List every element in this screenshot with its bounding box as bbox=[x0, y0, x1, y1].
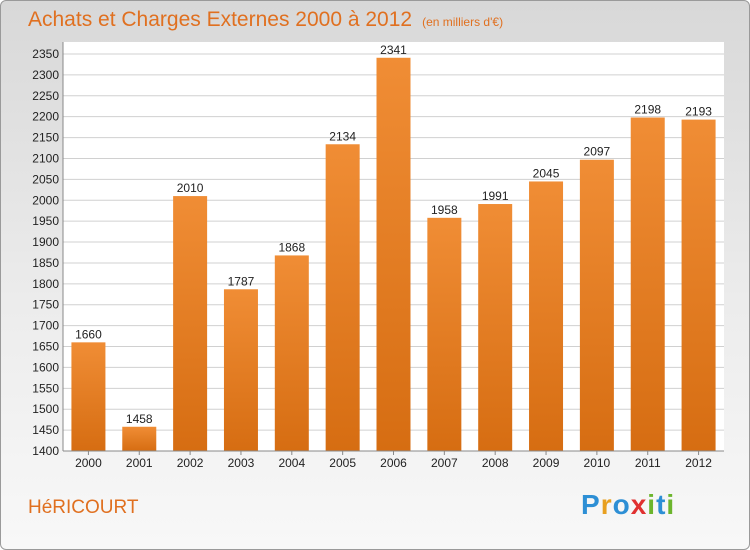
chart-subtitle: (en milliers d'€) bbox=[422, 15, 504, 29]
bar-2011 bbox=[630, 117, 665, 452]
bar-2001 bbox=[122, 426, 157, 451]
bar-2000 bbox=[71, 342, 106, 451]
logo-letter: o bbox=[612, 489, 631, 520]
logo-letter: P bbox=[581, 489, 601, 520]
x-tick-label: 2000 bbox=[75, 456, 102, 470]
value-label: 2010 bbox=[177, 181, 204, 195]
chart-title-block: Achats et Charges Externes 2000 à 2012 (e… bbox=[28, 8, 503, 32]
x-tick-label: 2005 bbox=[329, 456, 356, 470]
bar-2004 bbox=[274, 255, 309, 451]
x-tick-label: 2002 bbox=[177, 456, 204, 470]
y-tick-label: 2050 bbox=[32, 172, 59, 186]
location-name: HéRICOURT bbox=[28, 497, 139, 518]
bar-2012 bbox=[681, 119, 716, 452]
value-label: 2097 bbox=[584, 145, 611, 159]
y-tick-label: 1900 bbox=[32, 235, 59, 249]
value-label: 1458 bbox=[126, 412, 153, 426]
x-tick-label: 2008 bbox=[482, 456, 509, 470]
logo-letter: i bbox=[666, 489, 676, 520]
x-tick-label: 2011 bbox=[635, 456, 661, 470]
value-label: 1991 bbox=[482, 189, 509, 203]
value-label: 1868 bbox=[278, 240, 305, 254]
logo-letter: r bbox=[600, 489, 613, 520]
chart-title: Achats et Charges Externes 2000 à 2012 bbox=[28, 8, 413, 31]
logo-letter: t bbox=[656, 489, 667, 520]
y-tick-label: 2000 bbox=[32, 193, 59, 207]
y-tick-label: 1850 bbox=[32, 256, 59, 270]
y-tick-label: 2150 bbox=[32, 131, 59, 145]
y-tick-label: 1950 bbox=[32, 214, 59, 228]
x-tick-label: 2004 bbox=[278, 456, 305, 470]
value-label: 2045 bbox=[533, 166, 560, 180]
value-label: 2134 bbox=[329, 129, 356, 143]
bar-2009 bbox=[529, 181, 564, 452]
y-tick-label: 1800 bbox=[32, 277, 59, 291]
y-tick-label: 1500 bbox=[32, 402, 59, 416]
bar-2008 bbox=[478, 204, 513, 451]
bar-2005 bbox=[325, 144, 360, 451]
value-label: 2341 bbox=[380, 43, 407, 57]
y-tick-label: 1700 bbox=[32, 319, 59, 333]
x-tick-label: 2001 bbox=[126, 456, 153, 470]
y-tick-label: 1400 bbox=[32, 444, 59, 458]
x-tick-label: 2010 bbox=[584, 456, 611, 470]
value-label: 1660 bbox=[75, 327, 102, 341]
logo-letter: i bbox=[647, 489, 657, 520]
y-tick-label: 1650 bbox=[32, 340, 59, 354]
y-tick-label: 2250 bbox=[32, 89, 59, 103]
bar-2010 bbox=[579, 159, 614, 452]
bar-2003 bbox=[223, 289, 258, 451]
x-tick-label: 2006 bbox=[380, 456, 407, 470]
x-tick-label: 2012 bbox=[685, 456, 712, 470]
y-tick-label: 2200 bbox=[32, 110, 59, 124]
x-tick-label: 2003 bbox=[228, 456, 255, 470]
y-tick-label: 1550 bbox=[32, 381, 59, 395]
bar-2007 bbox=[427, 217, 462, 451]
value-label: 2193 bbox=[685, 105, 712, 119]
y-tick-label: 2350 bbox=[32, 47, 59, 61]
y-tick-label: 2300 bbox=[32, 68, 59, 82]
bar-2002 bbox=[173, 196, 208, 451]
logo-letter: x bbox=[630, 489, 648, 520]
x-tick-label: 2007 bbox=[431, 456, 458, 470]
x-tick-label: 2009 bbox=[533, 456, 560, 470]
y-tick-label: 1600 bbox=[32, 360, 59, 374]
y-tick-label: 1450 bbox=[32, 423, 59, 437]
y-tick-label: 1750 bbox=[32, 298, 59, 312]
y-tick-label: 2100 bbox=[32, 151, 59, 165]
proxiti-logo: Proxiti bbox=[581, 489, 675, 521]
value-label: 1787 bbox=[228, 274, 255, 288]
bar-2006 bbox=[376, 57, 411, 452]
value-label: 2198 bbox=[634, 103, 661, 117]
value-label: 1958 bbox=[431, 203, 458, 217]
